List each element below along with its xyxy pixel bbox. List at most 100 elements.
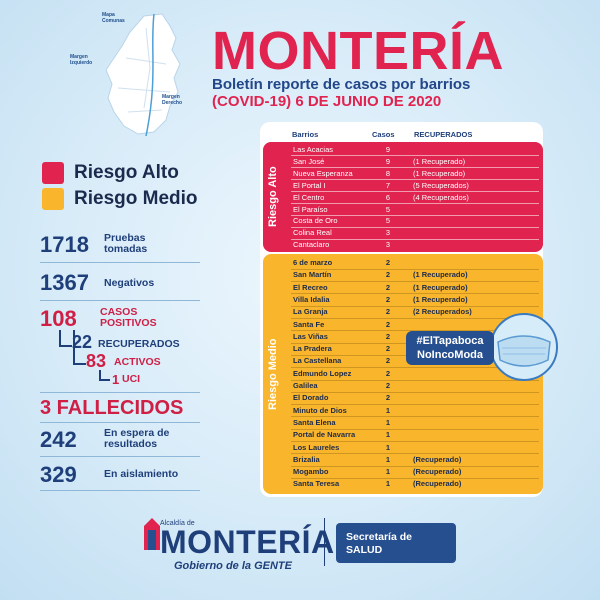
casos-cell: 1 <box>385 442 391 452</box>
city-map-shape <box>105 13 181 137</box>
divider <box>40 422 200 423</box>
map-label-izquierdo: Margen Izquierdo <box>70 54 93 66</box>
positivos-label: CASOS POSITIVOS <box>100 306 157 329</box>
table-row: Santa Elena 1 <box>263 417 543 428</box>
riesgo-medio-section: Riesgo Medio 6 de marzo 2 San Martín 2 (1 Re… <box>263 254 543 494</box>
recuperados-cell: (1 Recuperado) <box>413 294 468 304</box>
row-divider <box>291 404 539 406</box>
barrio-cell: Mogambo <box>293 467 329 477</box>
table-row: San Martín 2 (1 Recuperado) <box>263 269 543 280</box>
header-recuperados: RECUPERADOS <box>414 130 473 139</box>
face-mask-icon <box>490 313 558 381</box>
divider <box>40 456 200 457</box>
hashtag-line2: NoIncoModa <box>417 349 483 361</box>
barrio-cell: El Centro <box>293 192 325 202</box>
table-row: Portal de Navarra 1 <box>263 429 543 440</box>
hashtag-badge: #ElTapaboca NoIncoModa <box>406 331 494 365</box>
casos-cell: 2 <box>385 344 391 354</box>
table-row: 6 de marzo 2 <box>263 257 543 268</box>
table-row: La Castellana 2 <box>263 355 543 366</box>
positivos-number: 108 <box>40 306 77 331</box>
table-row: Santa Fe 2 <box>263 319 543 330</box>
row-divider <box>291 179 539 181</box>
barrio-cell: Santa Elena <box>293 417 336 427</box>
legend-alto-swatch <box>42 162 64 184</box>
table-row: Brizalia 1 (Recuperado) <box>263 454 543 465</box>
barrio-cell: Santa Teresa <box>293 479 340 489</box>
legend-medio-label: Riesgo Medio <box>74 188 198 209</box>
row-divider <box>291 281 539 283</box>
casos-cell: 2 <box>385 258 391 267</box>
table-row: La Pradera 2 <box>263 343 543 354</box>
casos-cell: 6 <box>385 192 391 202</box>
table-row: Las Viñas 2 <box>263 331 543 342</box>
casos-cell: 8 <box>385 168 391 178</box>
row-divider <box>291 330 539 332</box>
casos-cell: 2 <box>385 270 391 280</box>
barrio-cell: Santa Fe <box>293 319 325 329</box>
table-row: El Centro 6 (4 Recuperados) <box>263 192 543 203</box>
table-row: Mogambo 1 (Recuperado) <box>263 466 543 477</box>
row-divider <box>291 167 539 169</box>
barrio-cell: Villa Idalia <box>293 294 330 304</box>
row-divider <box>291 318 539 319</box>
recuperados-cell: (2 Recuperados) <box>413 307 472 317</box>
header-barrios: Barrios <box>292 130 319 139</box>
activos-label: ACTIVOS <box>114 356 161 368</box>
row-divider <box>291 268 539 270</box>
page-date: (COVID-19) 6 DE JUNIO DE 2020 <box>212 93 442 110</box>
barrio-cell: Costa de Oro <box>293 216 338 226</box>
row-divider <box>291 428 539 430</box>
casos-cell: 1 <box>385 467 391 477</box>
legend-alto: Riesgo Alto <box>42 162 179 184</box>
aislamiento-number: 329 <box>40 462 77 487</box>
row-divider <box>291 293 539 295</box>
table-row: El Dorado 2 <box>263 392 543 403</box>
table-row: Santa Teresa 1 (Recuperado) <box>263 478 543 489</box>
casos-cell: 1 <box>385 454 391 464</box>
casos-cell: 5 <box>385 204 391 214</box>
casos-cell: 2 <box>385 319 391 329</box>
row-divider <box>291 367 539 369</box>
recuperados-cell: (1 Recuperado) <box>413 168 466 178</box>
divider <box>40 262 200 263</box>
espera-label: En espera de resultados <box>104 427 170 450</box>
row-divider <box>291 379 539 381</box>
barrio-cell: Edmundo Lopez <box>293 368 352 378</box>
row-divider <box>291 441 539 442</box>
recuperados-cell: (Recuperado) <box>413 454 462 464</box>
barrio-cell: Portal de Navarra <box>293 430 356 440</box>
barrio-cell: Los Laureles <box>293 442 340 452</box>
logo-emblem-icon <box>144 518 160 550</box>
legend-medio: Riesgo Medio <box>42 188 198 210</box>
row-divider <box>291 477 539 479</box>
table-row: El Portal I 7 (5 Recuperados) <box>263 180 543 191</box>
row-divider <box>291 155 539 157</box>
espera-number: 242 <box>40 427 77 452</box>
barrio-cell: El Portal I <box>293 180 326 190</box>
barrio-cell: San Martín <box>293 270 332 280</box>
table-row: Colina Real 3 <box>263 227 543 238</box>
footer-divider <box>324 518 325 566</box>
casos-cell: 2 <box>385 331 391 341</box>
negativos-number: 1367 <box>40 270 89 295</box>
row-divider <box>291 416 539 418</box>
barrio-cell: Minuto de Dios <box>293 405 347 415</box>
barrio-cell: El Recreo <box>293 282 328 292</box>
casos-cell: 1 <box>385 405 391 415</box>
barrio-cell: La Granja <box>293 307 328 317</box>
barrio-cell: Las Viñas <box>293 331 328 341</box>
row-divider <box>291 226 539 228</box>
recuperados-cell: (1 Recuperado) <box>413 282 468 292</box>
table-row: La Granja 2 (2 Recuperados) <box>263 306 543 317</box>
barrio-cell: Colina Real <box>293 228 332 238</box>
casos-cell: 9 <box>385 156 391 166</box>
pruebas-label: Pruebas tomadas <box>104 232 148 255</box>
row-divider <box>291 214 539 216</box>
recuperados-cell: (1 Recuperado) <box>413 270 468 280</box>
recuperados-cell: (Recuperado) <box>413 479 462 489</box>
table-row: Galilea 2 <box>263 380 543 391</box>
salud-label: SALUD <box>346 544 383 556</box>
page-subtitle: Boletín reporte de casos por barrios <box>212 76 471 93</box>
barrio-cell: Las Acacias <box>293 145 334 154</box>
